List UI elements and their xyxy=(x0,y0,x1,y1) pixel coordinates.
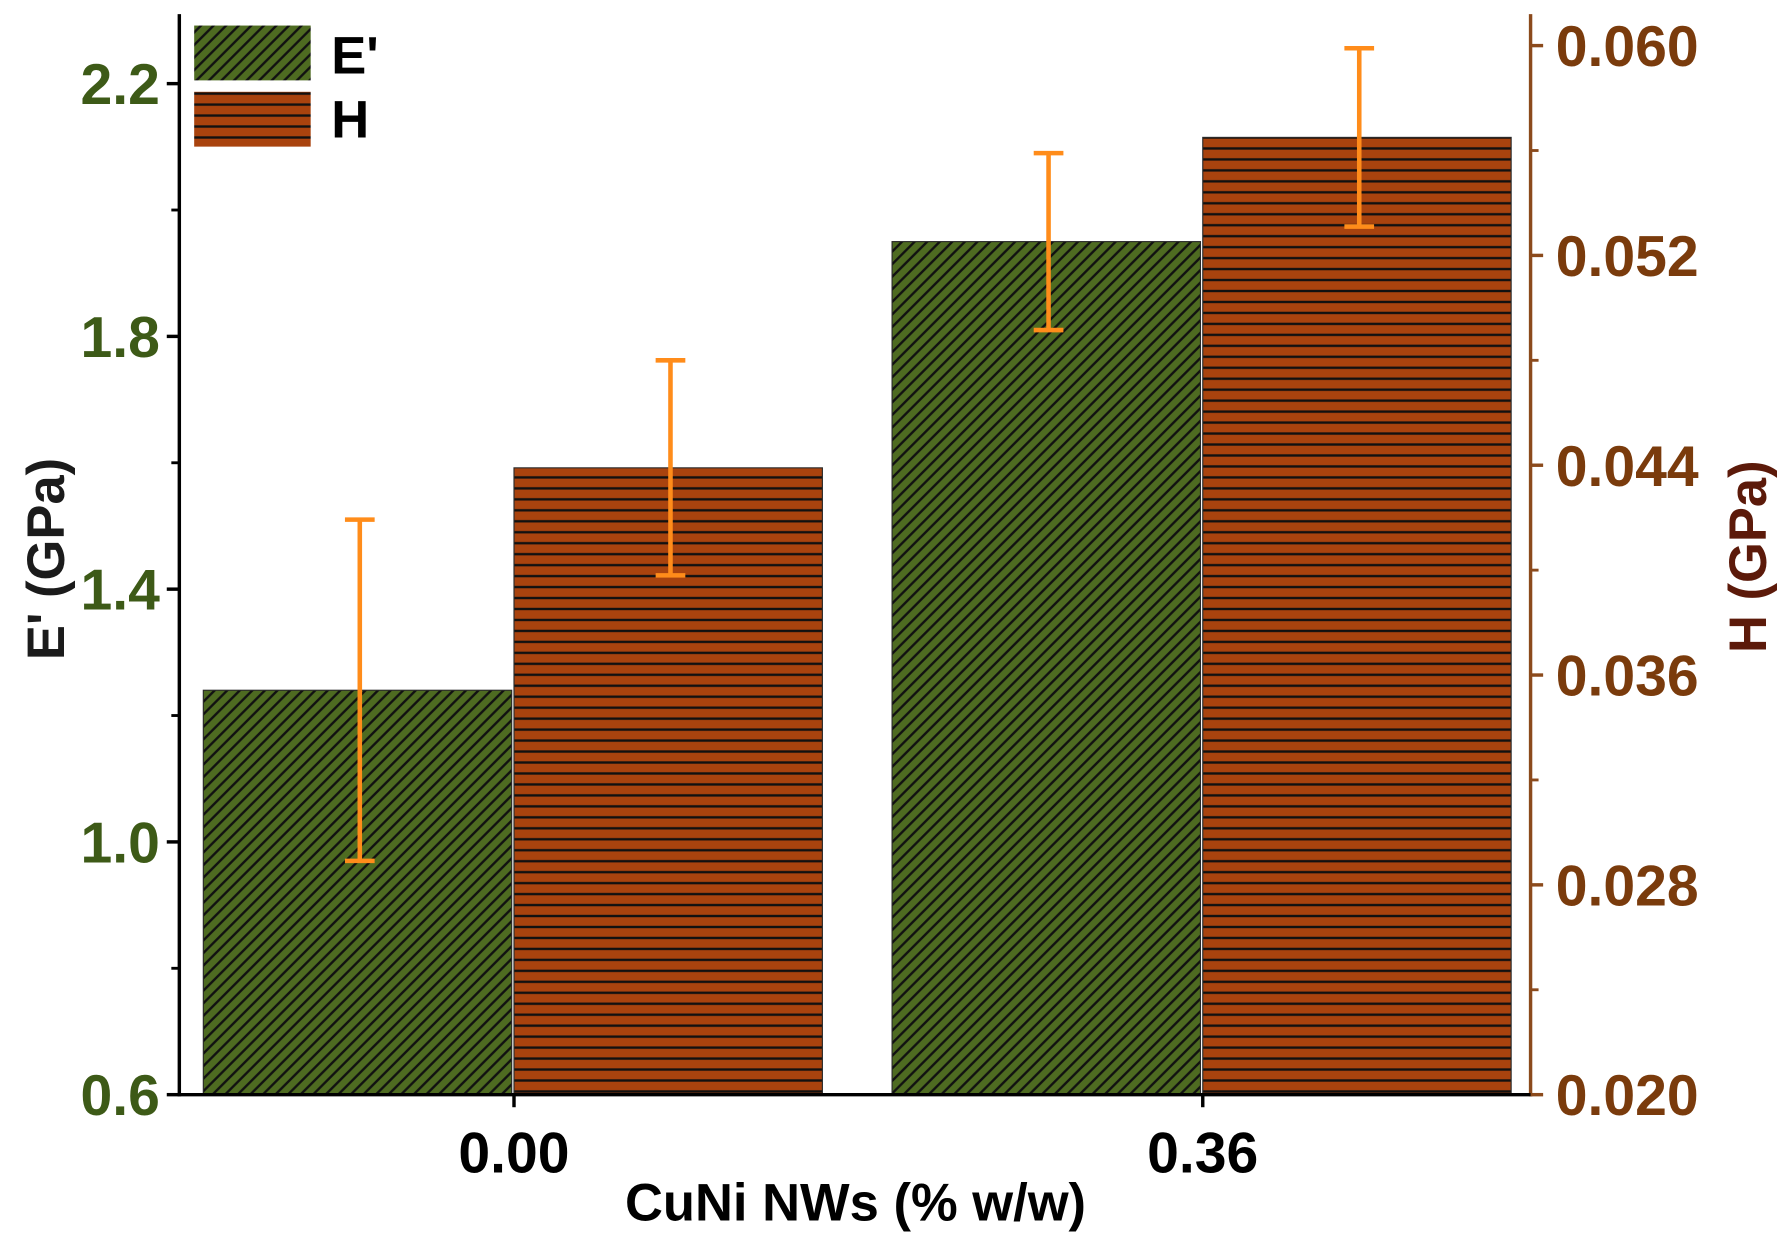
bar-e-prime-cat-0 xyxy=(202,689,513,1096)
y-right-tick-label-2: 0.036 xyxy=(1556,645,1699,709)
bar-h-cat-1 xyxy=(1202,136,1512,1096)
y-right-tick-label-3: 0.044 xyxy=(1556,435,1699,499)
error-bar-e-prime-cat-0 xyxy=(344,517,375,864)
y-left-tick-label-1: 1.0 xyxy=(81,811,160,875)
axes xyxy=(166,14,1544,1108)
bars xyxy=(202,136,1512,1096)
y-right-tick-label-5: 0.060 xyxy=(1556,15,1699,79)
legend-label-e-prime: E' xyxy=(331,27,379,86)
x-tick-label-1: 0.36 xyxy=(1147,1121,1258,1185)
y-right-tick-label-4: 0.052 xyxy=(1556,225,1699,289)
error-bar-h-cat-0 xyxy=(655,358,686,578)
error-bars xyxy=(344,45,1375,864)
y-left-tick-label-4: 2.2 xyxy=(81,53,160,117)
x-axis-title: CuNi NWs (% w/w) xyxy=(625,1173,1086,1232)
bar-e-prime-cat-1 xyxy=(891,241,1202,1096)
y-right-axis-title: H (GPa) xyxy=(1719,460,1778,653)
error-bar-e-prime-cat-1 xyxy=(1033,150,1064,333)
legend-swatch-h xyxy=(194,91,311,147)
x-tick-label-0: 0.00 xyxy=(458,1121,569,1185)
error-bar-h-cat-1 xyxy=(1344,45,1375,229)
y-left-tick-label-0: 0.6 xyxy=(81,1064,160,1128)
legend: E' H xyxy=(194,25,379,149)
legend-swatch-e-prime xyxy=(194,25,311,81)
tick-labels: 0.00 0.36 0.6 1.0 1.4 1.8 2.2 0.020 0.028 0.036 0.… xyxy=(81,15,1699,1185)
y-right-tick-label-0: 0.020 xyxy=(1556,1064,1699,1128)
y-left-tick-label-3: 1.8 xyxy=(81,306,160,370)
y-right-tick-label-1: 0.028 xyxy=(1556,854,1699,918)
legend-label-h: H xyxy=(331,90,369,149)
y-left-axis-title: E' (GPa) xyxy=(17,458,76,660)
y-left-tick-label-2: 1.4 xyxy=(81,559,161,623)
